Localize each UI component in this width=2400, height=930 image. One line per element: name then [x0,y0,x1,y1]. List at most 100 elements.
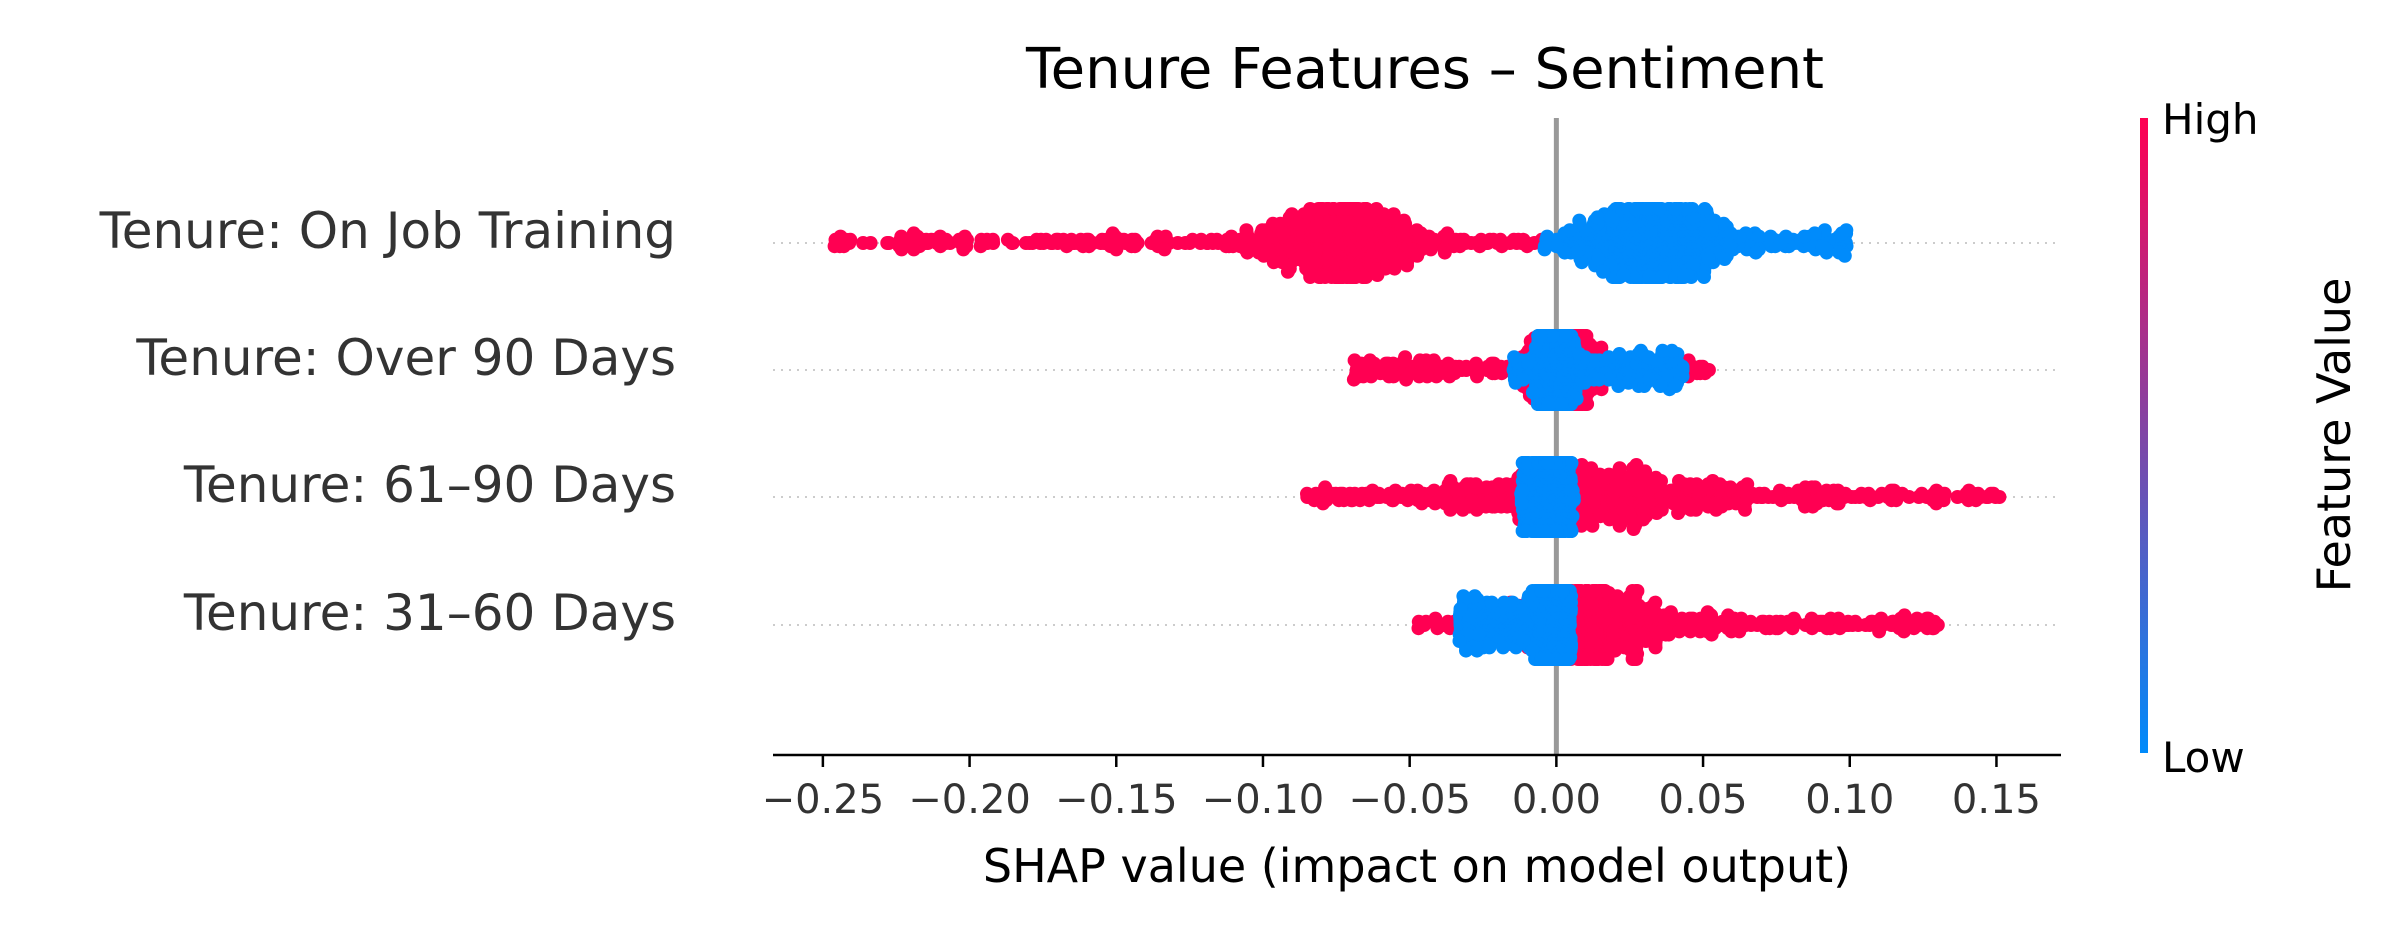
shap-point-high [1738,502,1752,517]
shap-point-high [1331,270,1346,284]
shap-point-low [1642,270,1657,284]
shap-point-high [1499,477,1514,492]
shap-point-low [1655,270,1669,284]
shap-point-low [1752,229,1766,244]
shap-point-low [1525,385,1540,400]
shap-point-high [1654,474,1668,488]
shap-point-high [1224,229,1239,244]
shap-point-high [1019,236,1033,250]
shap-point-high [985,232,1000,247]
shap-point-low [1748,245,1763,260]
shap-point-low [1554,397,1569,411]
shap-point-high [1303,270,1318,284]
shap-point-high [1387,261,1402,276]
shap-point-high [1150,229,1165,244]
shap-point-low [1723,226,1738,241]
shap-point-high [1105,226,1120,241]
shap-point-high [1000,232,1015,247]
shap-point-high [906,226,921,241]
shap-point-high [1887,483,1901,498]
shap-point-high [1482,232,1497,247]
shap-point-high [1128,239,1142,254]
shap-point-high [1740,477,1755,492]
shap-point-high [1494,239,1509,254]
shap-point-low [1515,483,1530,498]
shap-point-high [939,232,954,247]
shap-point-high [1255,223,1270,238]
shap-point-low [1668,202,1683,216]
shap-point-high [1400,258,1414,273]
shap-point-low [1697,270,1711,284]
shap-point-high [1585,518,1600,533]
shap-point-high [952,232,967,247]
shap-point-high [1345,493,1360,508]
shap-point-high [1598,470,1613,485]
shap-point-high [1752,486,1767,501]
shap-point-high [1157,242,1172,257]
shap-point-low [1697,202,1712,216]
shap-point-high [1616,502,1631,517]
shap-point-high [1034,232,1048,247]
shap-point-high [1506,232,1521,247]
shap-point-high [1577,470,1592,485]
shap-point-high [1346,372,1361,387]
shap-point-low [1557,245,1572,260]
chart-title: Tenure Features – Sentiment [1025,37,1824,102]
shap-point-high [1638,464,1653,479]
shap-point-high [1413,353,1427,368]
shap-point-low [1577,375,1592,390]
shap-point-low [1591,252,1606,266]
shap-point-low [1839,223,1854,238]
shap-point-high [1386,207,1401,222]
shap-point-high [1755,614,1769,629]
shap-point-high [1240,229,1255,244]
shap-point-low [1533,329,1548,343]
shap-point-low [1677,270,1692,284]
shap-point-high [1363,353,1377,368]
shap-point-high [1479,480,1494,495]
shap-point-high [1626,522,1641,536]
shap-point-high [1356,270,1371,284]
shap-point-high [1811,493,1826,508]
shap-point-high [1395,220,1410,234]
shap-point-low [1590,210,1605,225]
shap-point-low [1797,229,1812,244]
shap-point-high [1992,490,2007,504]
shap-point-high [1437,245,1452,260]
shap-point-low [1717,252,1732,266]
shap-point-high [1520,239,1535,254]
shap-point-high [1831,496,1846,511]
shap-point-low [1655,343,1670,358]
shap-point-low [1592,372,1607,387]
shap-point-low [1541,456,1555,470]
shap-point-high [1318,270,1333,284]
shap-point-high [881,236,896,250]
shap-point-high [1440,226,1455,241]
shap-point-high [1902,618,1917,632]
shap-point-high [1291,216,1306,231]
shap-point-low [1537,242,1552,257]
shap-point-low [1572,213,1587,228]
shap-point-high [1416,232,1431,247]
shap-point-low [1507,350,1522,365]
shap-point-high [1701,363,1716,377]
shap-point-high [1447,366,1462,381]
shap-point-high [1732,624,1747,639]
shap-point-high [1398,350,1413,365]
shap-point-high [1797,499,1812,514]
shap-point-high [1109,242,1124,257]
shap-point-high [1721,608,1736,623]
row-gridlines [773,242,2061,626]
shap-point-low [1704,220,1719,234]
shap-point-high [1303,202,1318,216]
shap-point-high [1399,372,1414,387]
shap-point-low [1675,363,1690,377]
shap-point-high [973,239,988,254]
shap-point-low [1641,350,1656,365]
shap-point-high [1714,499,1729,514]
shap-point-high [1370,268,1385,282]
shap-point-high [833,229,848,244]
shap-point-high [1602,512,1617,527]
shap-point-high [1789,486,1804,501]
shap-point-high [1306,255,1321,270]
